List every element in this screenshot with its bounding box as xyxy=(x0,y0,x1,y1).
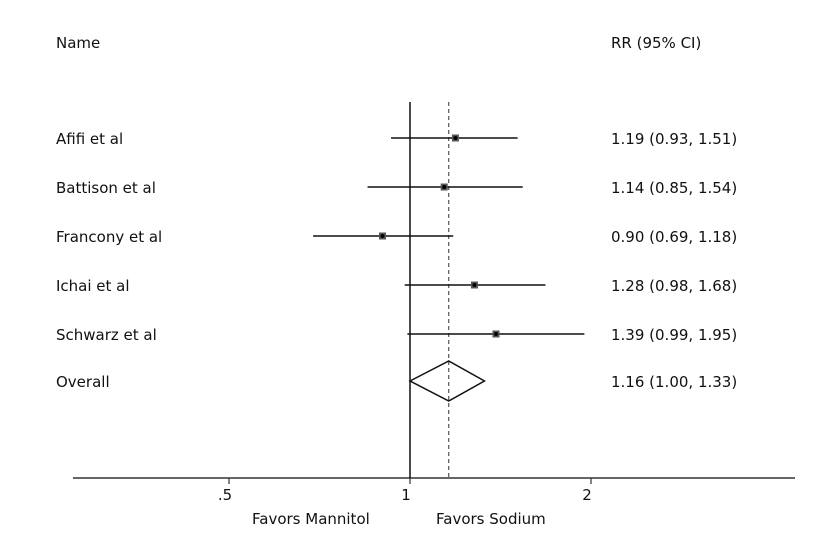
study-name: Schwarz et al xyxy=(56,326,157,344)
study-rr-text: 1.19 (0.93, 1.51) xyxy=(611,130,737,148)
study-name: Battison et al xyxy=(56,179,156,197)
x-tick-label: .5 xyxy=(218,486,232,504)
label-favors-mannitol: Favors Mannitol xyxy=(252,510,370,528)
study-point xyxy=(493,332,498,336)
overall-rr-text: 1.16 (1.00, 1.33) xyxy=(611,373,737,391)
overall-name: Overall xyxy=(56,373,110,391)
study-point xyxy=(453,136,458,140)
study-rr-text: 0.90 (0.69, 1.18) xyxy=(611,228,737,246)
overall-diamond xyxy=(408,360,487,402)
study-rr-text: 1.14 (0.85, 1.54) xyxy=(611,179,737,197)
study-point xyxy=(442,185,447,189)
study-point xyxy=(472,283,477,287)
study-name: Afifi et al xyxy=(56,130,123,148)
study-name: Francony et al xyxy=(56,228,162,246)
x-tick-label: 1 xyxy=(401,486,411,504)
study-rr-text: 1.28 (0.98, 1.68) xyxy=(611,277,737,295)
study-point xyxy=(380,234,385,238)
study-rr-text: 1.39 (0.99, 1.95) xyxy=(611,326,737,344)
header-rr: RR (95% CI) xyxy=(611,34,701,52)
label-favors-sodium: Favors Sodium xyxy=(436,510,546,528)
study-name: Ichai et al xyxy=(56,277,130,295)
header-name: Name xyxy=(56,34,100,52)
x-tick-label: 2 xyxy=(582,486,592,504)
